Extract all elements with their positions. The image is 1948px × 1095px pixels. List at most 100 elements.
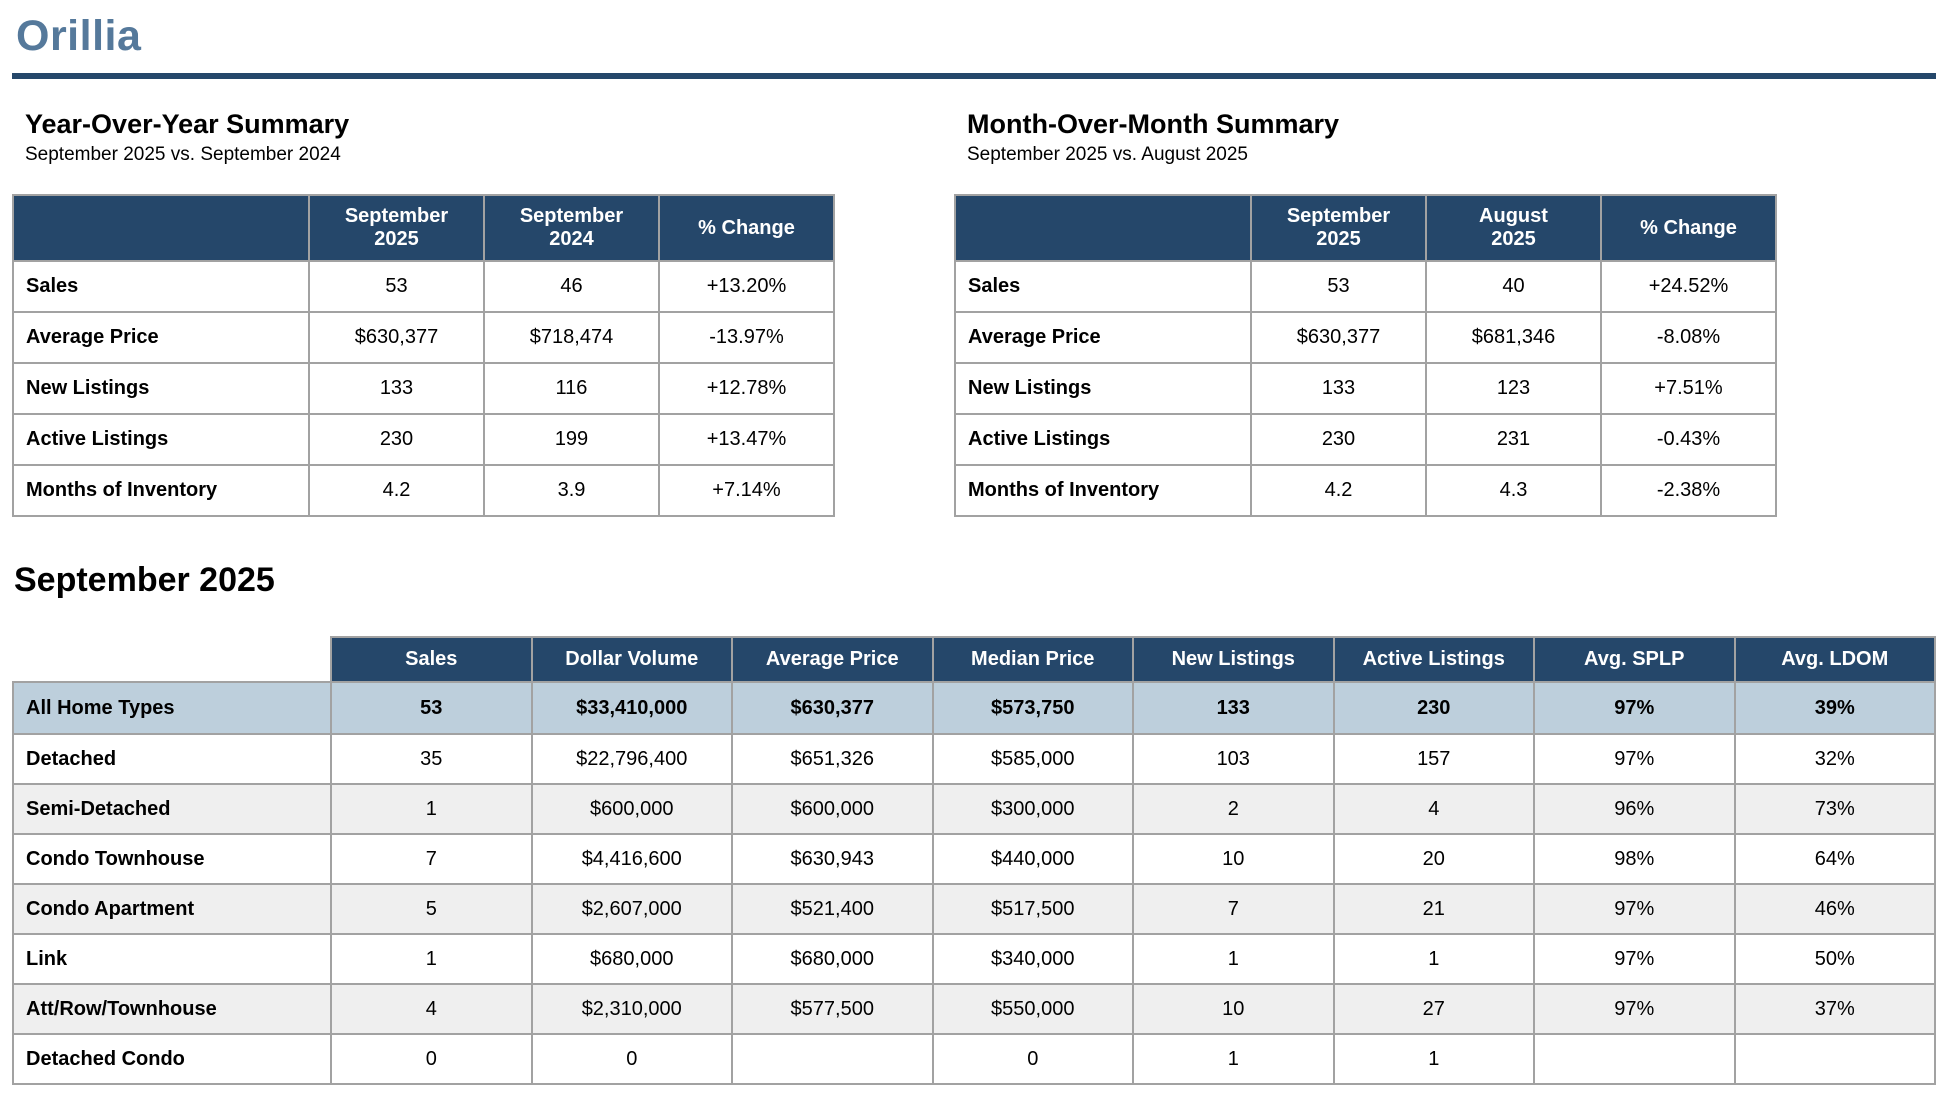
value-cell: 1 <box>1132 933 1335 985</box>
row-label: Active Listings <box>954 413 1252 466</box>
column-header: September 2025 <box>1250 194 1427 262</box>
value-cell: 98% <box>1533 833 1736 885</box>
row-label: Months of Inventory <box>954 464 1252 517</box>
value-cell: $517,500 <box>931 883 1134 935</box>
row-label: Detached Condo <box>12 1033 332 1085</box>
value-cell: 103 <box>1132 733 1335 785</box>
value-cell: 53 <box>308 260 485 313</box>
mom-title: Month-Over-Month Summary <box>967 109 1340 139</box>
row-label: Detached <box>12 733 332 785</box>
value-cell: 73% <box>1733 783 1936 835</box>
table-row: Condo Apartment 5 $2,607,000 $521,400 $517,5… <box>12 883 1936 935</box>
value-cell: 64% <box>1733 833 1936 885</box>
value-cell: $2,310,000 <box>530 983 733 1035</box>
yoy-title: Year-Over-Year Summary <box>25 109 350 139</box>
column-header: September 2024 <box>483 194 660 262</box>
value-cell: 133 <box>1132 681 1335 735</box>
value-cell: $681,346 <box>1425 311 1602 364</box>
table-row: New Listings 133 123 +7.51% <box>954 362 1777 415</box>
column-header: Avg. SPLP <box>1533 636 1736 683</box>
value-cell: $630,377 <box>1250 311 1427 364</box>
monthly-breakdown-table: Sales Dollar Volume Average Price Median Pr… <box>12 636 1936 1085</box>
value-cell: 97% <box>1533 983 1736 1035</box>
table-row: Average Price $630,377 $718,474 -13.97% <box>12 311 835 364</box>
value-cell: $573,750 <box>931 681 1134 735</box>
table-row: Sales 53 40 +24.52% <box>954 260 1777 313</box>
value-cell: $340,000 <box>931 933 1134 985</box>
row-label: Sales <box>12 260 310 313</box>
value-cell: 4.3 <box>1425 464 1602 517</box>
value-cell: +13.47% <box>658 413 835 466</box>
mom-subtitle: September 2025 vs. August 2025 <box>967 144 1248 165</box>
value-cell: 39% <box>1733 681 1936 735</box>
row-label: Sales <box>954 260 1252 313</box>
value-cell: $521,400 <box>731 883 934 935</box>
value-cell: 97% <box>1533 933 1736 985</box>
value-cell: $600,000 <box>530 783 733 835</box>
value-cell: 230 <box>1332 681 1535 735</box>
value-cell: 50% <box>1733 933 1936 985</box>
value-cell: $577,500 <box>731 983 934 1035</box>
value-cell: 7 <box>330 833 533 885</box>
value-cell: 27 <box>1332 983 1535 1035</box>
value-cell: $33,410,000 <box>530 681 733 735</box>
row-label: Semi-Detached <box>12 783 332 835</box>
value-cell: 97% <box>1533 733 1736 785</box>
value-cell: 4 <box>1332 783 1535 835</box>
value-cell <box>1733 1033 1936 1085</box>
value-cell: 10 <box>1132 983 1335 1035</box>
column-header: Dollar Volume <box>530 636 733 683</box>
value-cell: 53 <box>330 681 533 735</box>
table-row: Att/Row/Townhouse 4 $2,310,000 $577,500 $550… <box>12 983 1936 1035</box>
value-cell: 4.2 <box>308 464 485 517</box>
value-cell: 157 <box>1332 733 1535 785</box>
column-header: Median Price <box>931 636 1134 683</box>
value-cell: $680,000 <box>530 933 733 985</box>
value-cell <box>731 1033 934 1085</box>
row-label: Months of Inventory <box>12 464 310 517</box>
value-cell: +13.20% <box>658 260 835 313</box>
value-cell: $4,416,600 <box>530 833 733 885</box>
table-row: Sales 53 46 +13.20% <box>12 260 835 313</box>
row-label: New Listings <box>12 362 310 415</box>
corner-cell <box>13 637 331 682</box>
value-cell: 133 <box>1250 362 1427 415</box>
column-header: August 2025 <box>1425 194 1602 262</box>
table-row: New Listings 133 116 +12.78% <box>12 362 835 415</box>
value-cell: 230 <box>308 413 485 466</box>
value-cell: 32% <box>1733 733 1936 785</box>
column-header: Sales <box>330 636 533 683</box>
table-row: Active Listings 230 199 +13.47% <box>12 413 835 466</box>
value-cell: 21 <box>1332 883 1535 935</box>
value-cell: 1 <box>1132 1033 1335 1085</box>
value-cell: 0 <box>931 1033 1134 1085</box>
row-label: Link <box>12 933 332 985</box>
table-row: Semi-Detached 1 $600,000 $600,000 $300,000 2 4… <box>12 783 1936 835</box>
value-cell: $718,474 <box>483 311 660 364</box>
row-label: Average Price <box>954 311 1252 364</box>
value-cell: $651,326 <box>731 733 934 785</box>
row-label: New Listings <box>954 362 1252 415</box>
column-header: New Listings <box>1132 636 1335 683</box>
table-row: Link 1 $680,000 $680,000 $340,000 1 1 97% 50% <box>12 933 1936 985</box>
value-cell: 4.2 <box>1250 464 1427 517</box>
table-row: Average Price $630,377 $681,346 -8.08% <box>954 311 1777 364</box>
value-cell: $630,943 <box>731 833 934 885</box>
value-cell: +7.14% <box>658 464 835 517</box>
value-cell: 2 <box>1132 783 1335 835</box>
header-row: September 2025 August 2025% Change <box>954 194 1777 262</box>
value-cell: $630,377 <box>308 311 485 364</box>
value-cell: +24.52% <box>1600 260 1777 313</box>
value-cell: 46 <box>483 260 660 313</box>
title-divider <box>12 73 1936 79</box>
value-cell: 199 <box>483 413 660 466</box>
value-cell: $600,000 <box>731 783 934 835</box>
table-row: Months of Inventory 4.2 3.9 +7.14% <box>12 464 835 517</box>
column-header: Avg. LDOM <box>1733 636 1936 683</box>
value-cell: 0 <box>530 1033 733 1085</box>
row-label: Condo Apartment <box>12 883 332 935</box>
table-row: Detached 35 $22,796,400 $651,326 $585,000 103… <box>12 733 1936 785</box>
column-header: September 2025 <box>308 194 485 262</box>
column-header: Active Listings <box>1332 636 1535 683</box>
